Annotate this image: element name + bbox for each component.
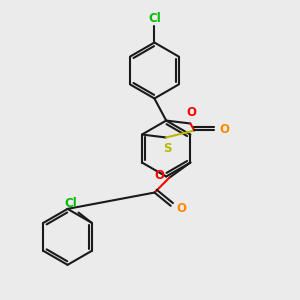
Text: Cl: Cl bbox=[148, 12, 161, 25]
Text: S: S bbox=[163, 142, 172, 155]
Text: O: O bbox=[219, 122, 230, 136]
Text: O: O bbox=[154, 169, 164, 182]
Text: O: O bbox=[176, 202, 186, 215]
Text: O: O bbox=[187, 106, 197, 119]
Text: Cl: Cl bbox=[64, 196, 77, 210]
